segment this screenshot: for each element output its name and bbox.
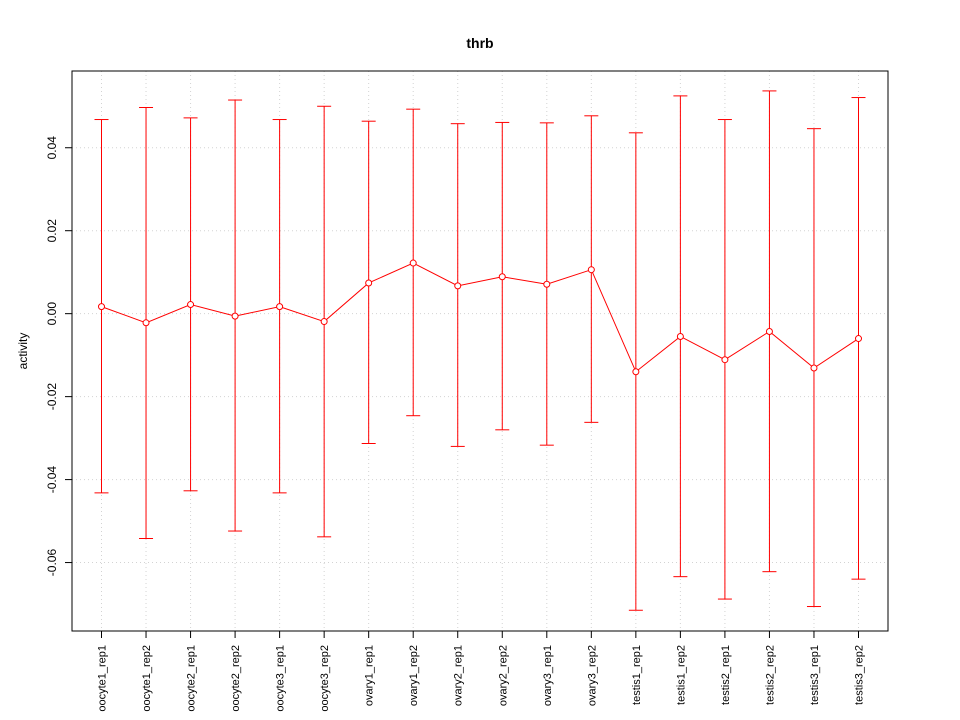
x-tick-label: oocyte1_rep2 [141, 645, 153, 712]
y-axis-label: activity [16, 333, 30, 370]
data-point [765, 328, 773, 336]
x-tick-label: testis3_rep1 [809, 645, 821, 705]
series-red [94, 90, 866, 611]
y-tick-label: 0.00 [45, 302, 59, 326]
data-point [231, 312, 239, 320]
data-point [98, 303, 105, 311]
data-point [320, 318, 328, 326]
x-tick-label: ovary3_rep1 [542, 645, 554, 706]
y-tick-label: 0.04 [45, 136, 59, 160]
data-point [810, 364, 818, 372]
data-point [142, 319, 150, 327]
x-tick-label: oocyte2_rep2 [230, 645, 242, 712]
x-tick-label: testis3_rep2 [854, 645, 866, 705]
x-tick-label: testis1_rep1 [631, 645, 643, 705]
x-tick-label: testis2_rep2 [764, 645, 776, 705]
x-tick-label: oocyte1_rep1 [97, 645, 109, 712]
data-point [498, 273, 506, 281]
data-point [721, 356, 729, 364]
axes: 0.04 0.02 0.00 -0.02 -0.04 -0.06 oocyte1_rep1 o… [45, 136, 866, 712]
data-point [365, 279, 373, 287]
data-point [276, 303, 284, 311]
data-point [676, 332, 684, 340]
chart-title: thrb [466, 35, 493, 51]
data-point [632, 368, 640, 376]
y-tick-label: -0.06 [45, 549, 59, 577]
x-tick-label: testis2_rep1 [720, 645, 732, 705]
data-point [454, 282, 462, 290]
x-tick-label: ovary2_rep1 [453, 645, 465, 706]
x-tick-label: ovary2_rep2 [497, 645, 509, 706]
grid [72, 71, 888, 631]
x-tick-label: ovary1_rep2 [408, 645, 420, 706]
series-line [101, 262, 859, 373]
x-tick-label: oocyte2_rep1 [186, 645, 198, 712]
data-point [187, 301, 195, 309]
x-tick-label: oocyte3_rep1 [275, 645, 287, 712]
y-tick-label: 0.02 [45, 219, 59, 243]
data-point [409, 259, 417, 267]
x-tick-label: testis1_rep2 [675, 645, 687, 705]
y-tick-label: -0.02 [45, 383, 59, 411]
x-tick-label: ovary1_rep1 [364, 645, 376, 706]
x-tick-label: oocyte3_rep2 [319, 645, 331, 712]
data-point [587, 266, 595, 274]
plot-frame [71, 70, 889, 632]
x-tick-label: ovary3_rep2 [586, 645, 598, 706]
data-point [543, 280, 551, 288]
y-tick-label: -0.04 [45, 466, 59, 494]
data-point [855, 335, 862, 343]
